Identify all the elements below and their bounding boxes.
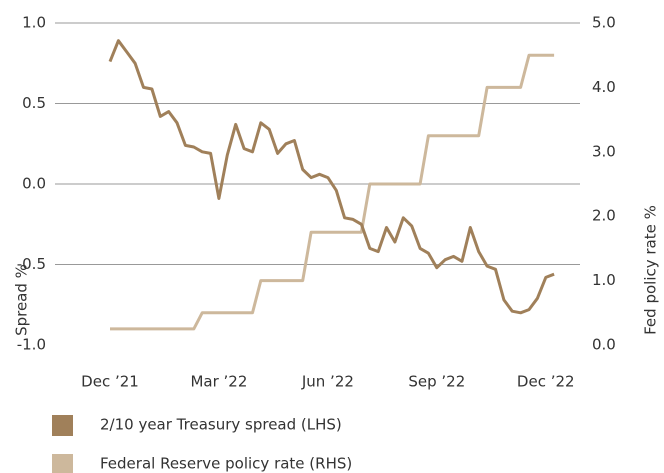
legend-swatch (52, 415, 73, 436)
y2-axis-title: Fed policy rate % (642, 205, 660, 335)
y2-tick-label: 0.0 (592, 336, 616, 354)
y-axis-title: Spread % (13, 264, 31, 336)
y2-tick-label: 5.0 (592, 14, 616, 32)
y2-tick-label: 2.0 (592, 207, 616, 225)
y-tick-label: 0.0 (22, 175, 46, 193)
y-tick-label: -0.5 (17, 255, 46, 273)
y2-tick-label: 4.0 (592, 78, 616, 96)
x-tick-label: Mar ’22 (190, 373, 247, 391)
x-tick-label: Sep ’22 (408, 373, 465, 391)
legend-label: 2/10 year Treasury spread (LHS) (100, 416, 342, 434)
legend-label: Federal Reserve policy rate (RHS) (100, 455, 352, 473)
series-line (108, 39, 555, 315)
y-tick-label: 0.5 (22, 94, 46, 112)
y2-tick-label: 3.0 (592, 142, 616, 160)
y2-tick-label: 1.0 (592, 271, 616, 289)
legend-swatch (52, 454, 73, 473)
x-tick-label: Dec ’21 (81, 373, 139, 391)
x-tick-label: Dec ’22 (517, 373, 575, 391)
y-tick-label: 1.0 (22, 14, 46, 32)
y-tick-label: -1.0 (17, 336, 46, 354)
series-line (110, 53, 555, 331)
x-tick-label: Jun ’22 (301, 373, 354, 391)
